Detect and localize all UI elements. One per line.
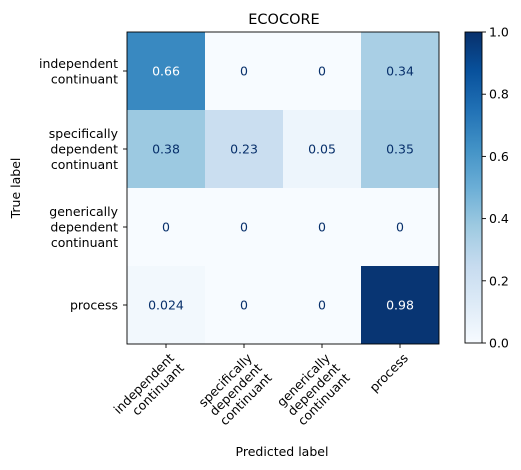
heatmap-cells: [127, 32, 439, 344]
x-axis-label: Predicted label: [236, 444, 329, 459]
cell-value-label: 0: [318, 220, 326, 235]
heatmap-cell: [127, 110, 205, 188]
x-axis-ticks: independentcontinuant specificallydepende…: [110, 344, 411, 430]
heatmap-cell-labels: 0.66 0 0 0.34 0.38 0.23 0.05 0.35 0 0 0 0 0.024 0 0 0.9…: [148, 64, 414, 313]
heatmap-cell: [283, 266, 361, 344]
heatmap-cell: [127, 188, 205, 266]
colorbar-tick-label: 0.2: [489, 273, 509, 288]
y-tick-label: process: [70, 298, 118, 313]
heatmap-cell: [127, 32, 205, 110]
cell-value-label: 0.024: [148, 298, 184, 313]
y-tick-label: independent continuant: [39, 56, 118, 87]
cell-value-label: 0.23: [230, 142, 258, 157]
heatmap-cell: [205, 32, 283, 110]
heatmap-cell: [283, 110, 361, 188]
y-axis-label: True label: [8, 158, 23, 220]
x-tick-label: genericallydependentcontinuant: [274, 350, 353, 429]
cell-value-label: 0: [240, 220, 248, 235]
cell-value-label: 0: [318, 64, 326, 79]
colorbar: 0.0 0.2 0.4 0.6 0.8 1.0: [464, 25, 509, 351]
cell-value-label: 0: [240, 298, 248, 313]
cell-value-label: 0: [318, 298, 326, 313]
y-axis-ticks: independent continuant specifically depende…: [39, 56, 127, 313]
cell-value-label: 0.98: [386, 298, 414, 313]
heatmap-cell: [205, 188, 283, 266]
cell-value-label: 0: [162, 220, 170, 235]
heatmap-cell: [361, 188, 439, 266]
cell-value-label: 0: [396, 220, 404, 235]
heatmap-cell: [361, 266, 439, 344]
cell-value-label: 0.66: [152, 64, 180, 79]
colorbar-tick-label: 0.8: [489, 87, 509, 102]
colorbar-ticks: 0.0 0.2 0.4 0.6 0.8 1.0: [482, 25, 509, 351]
colorbar-tick-label: 1.0: [489, 25, 509, 40]
x-tick-label-group: genericallydependentcontinuant: [274, 350, 353, 429]
chart-title: ECOCORE: [248, 12, 319, 28]
colorbar-tick-label: 0.4: [489, 211, 509, 226]
heatmap-cell: [361, 110, 439, 188]
y-tick-label: generically dependent continuant: [49, 204, 118, 250]
x-tick-label-group: process: [366, 350, 411, 395]
x-tick-label: independentcontinuant: [110, 350, 186, 426]
x-tick-label: specificallydependentcontinuant: [195, 350, 275, 430]
cell-value-label: 0.34: [386, 64, 414, 79]
cell-value-label: 0.35: [386, 142, 414, 157]
colorbar-tick-label: 0.6: [489, 149, 509, 164]
heatmap-cell: [205, 110, 283, 188]
y-tick-label: specifically dependent continuant: [49, 126, 119, 172]
cell-value-label: 0.05: [308, 142, 336, 157]
x-tick-label-group: specificallydependentcontinuant: [195, 350, 275, 430]
x-tick-label: process: [366, 350, 411, 395]
heatmap-cell: [361, 32, 439, 110]
x-tick-label-group: independentcontinuant: [110, 350, 186, 426]
colorbar-gradient: [464, 31, 483, 344]
heatmap-cell: [283, 188, 361, 266]
heatmap-cell: [127, 266, 205, 344]
heatmap-cell: [205, 266, 283, 344]
cell-value-label: 0: [240, 64, 248, 79]
plot-frame: [126, 31, 440, 345]
heatmap-cell: [283, 32, 361, 110]
colorbar-tick-label: 0.0: [489, 336, 509, 351]
cell-value-label: 0.38: [152, 142, 180, 157]
